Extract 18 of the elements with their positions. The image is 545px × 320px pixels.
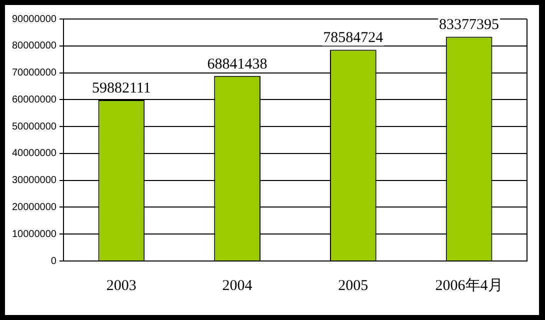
y-tick-label: 80000000 <box>12 40 57 52</box>
data-label: 78584724 <box>323 30 384 46</box>
x-tick-label: 2005 <box>338 278 368 294</box>
y-tick-label: 50000000 <box>12 121 57 132</box>
y-tick-label: 10000000 <box>12 228 57 240</box>
y-tick-label: 60000000 <box>12 94 57 106</box>
x-tick-label: 2004 <box>222 278 253 294</box>
x-tick-label: 2003 <box>106 278 136 294</box>
data-label: 83377395 <box>439 17 500 34</box>
y-tick-label: 20000000 <box>12 202 57 213</box>
y-tick-label: 0 <box>50 256 57 267</box>
y-tick-label: 90000000 <box>12 14 57 25</box>
data-label: 68841438 <box>207 56 268 72</box>
y-tick-label: 70000000 <box>12 68 57 79</box>
y-tick-label: 40000000 <box>12 148 57 160</box>
x-tick-label: 2006年4月 <box>435 276 503 294</box>
data-label: 59882111 <box>92 80 151 96</box>
y-tick-label: 30000000 <box>12 175 57 186</box>
